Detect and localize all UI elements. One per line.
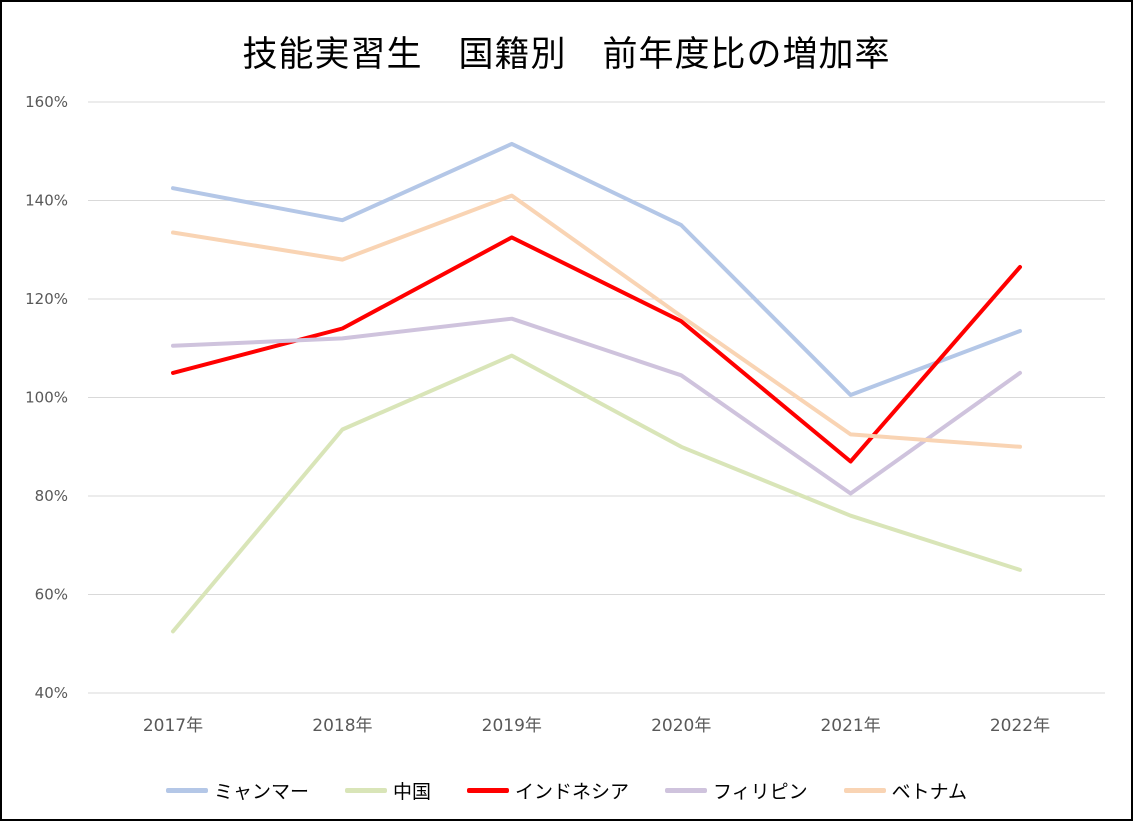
x-tick-label: 2018年 (312, 716, 372, 736)
legend-swatch (466, 788, 509, 793)
series-line-1 (171, 353, 1022, 634)
legend-label: ベトナム (891, 781, 968, 803)
chart-title: 技能実習生 国籍別 前年度比の増加率 (242, 35, 891, 75)
y-tick-label: 140% (25, 192, 68, 210)
legend-swatch (664, 788, 707, 793)
legend-label: フィリピン (712, 781, 808, 803)
legend-item: フィリピン (664, 777, 808, 804)
x-tick-label: 2020年 (651, 716, 711, 736)
x-axis-tick-labels: 2017年 2018年 2019年 2020年 2021年 2022年 (143, 716, 1050, 736)
legend: ミャンマー 中国 インドネシア フィリピン ベトナム (0, 777, 1133, 804)
legend-label: 中国 (392, 781, 431, 803)
y-tick-label: 100% (25, 389, 68, 407)
x-tick-label: 2017年 (143, 716, 203, 736)
gridlines (88, 101, 1105, 694)
series-line-3 (171, 316, 1022, 496)
x-tick-label: 2022年 (990, 716, 1050, 736)
y-tick-label: 40% (35, 684, 68, 702)
legend-swatch (165, 788, 208, 793)
legend-label: ミャンマー (213, 781, 309, 803)
y-tick-label: 60% (35, 586, 68, 604)
legend-swatch (843, 788, 886, 793)
series-lines (171, 141, 1022, 634)
legend-item: 中国 (344, 777, 431, 804)
legend-swatch (344, 788, 387, 793)
y-tick-label: 80% (35, 487, 68, 505)
y-tick-label: 160% (25, 93, 68, 111)
x-tick-label: 2021年 (820, 716, 880, 736)
legend-label: インドネシア (514, 781, 629, 803)
y-axis-tick-labels: 40% 60% 80% 100% 120% 140% 160% (25, 93, 68, 702)
legend-item: インドネシア (466, 777, 629, 804)
x-tick-label: 2019年 (482, 716, 542, 736)
legend-item: ミャンマー (165, 777, 309, 804)
series-line-4 (171, 193, 1022, 449)
series-line-0 (171, 141, 1022, 397)
y-tick-label: 120% (25, 290, 68, 308)
legend-item: ベトナム (843, 777, 968, 804)
series-line-2 (171, 235, 1022, 464)
